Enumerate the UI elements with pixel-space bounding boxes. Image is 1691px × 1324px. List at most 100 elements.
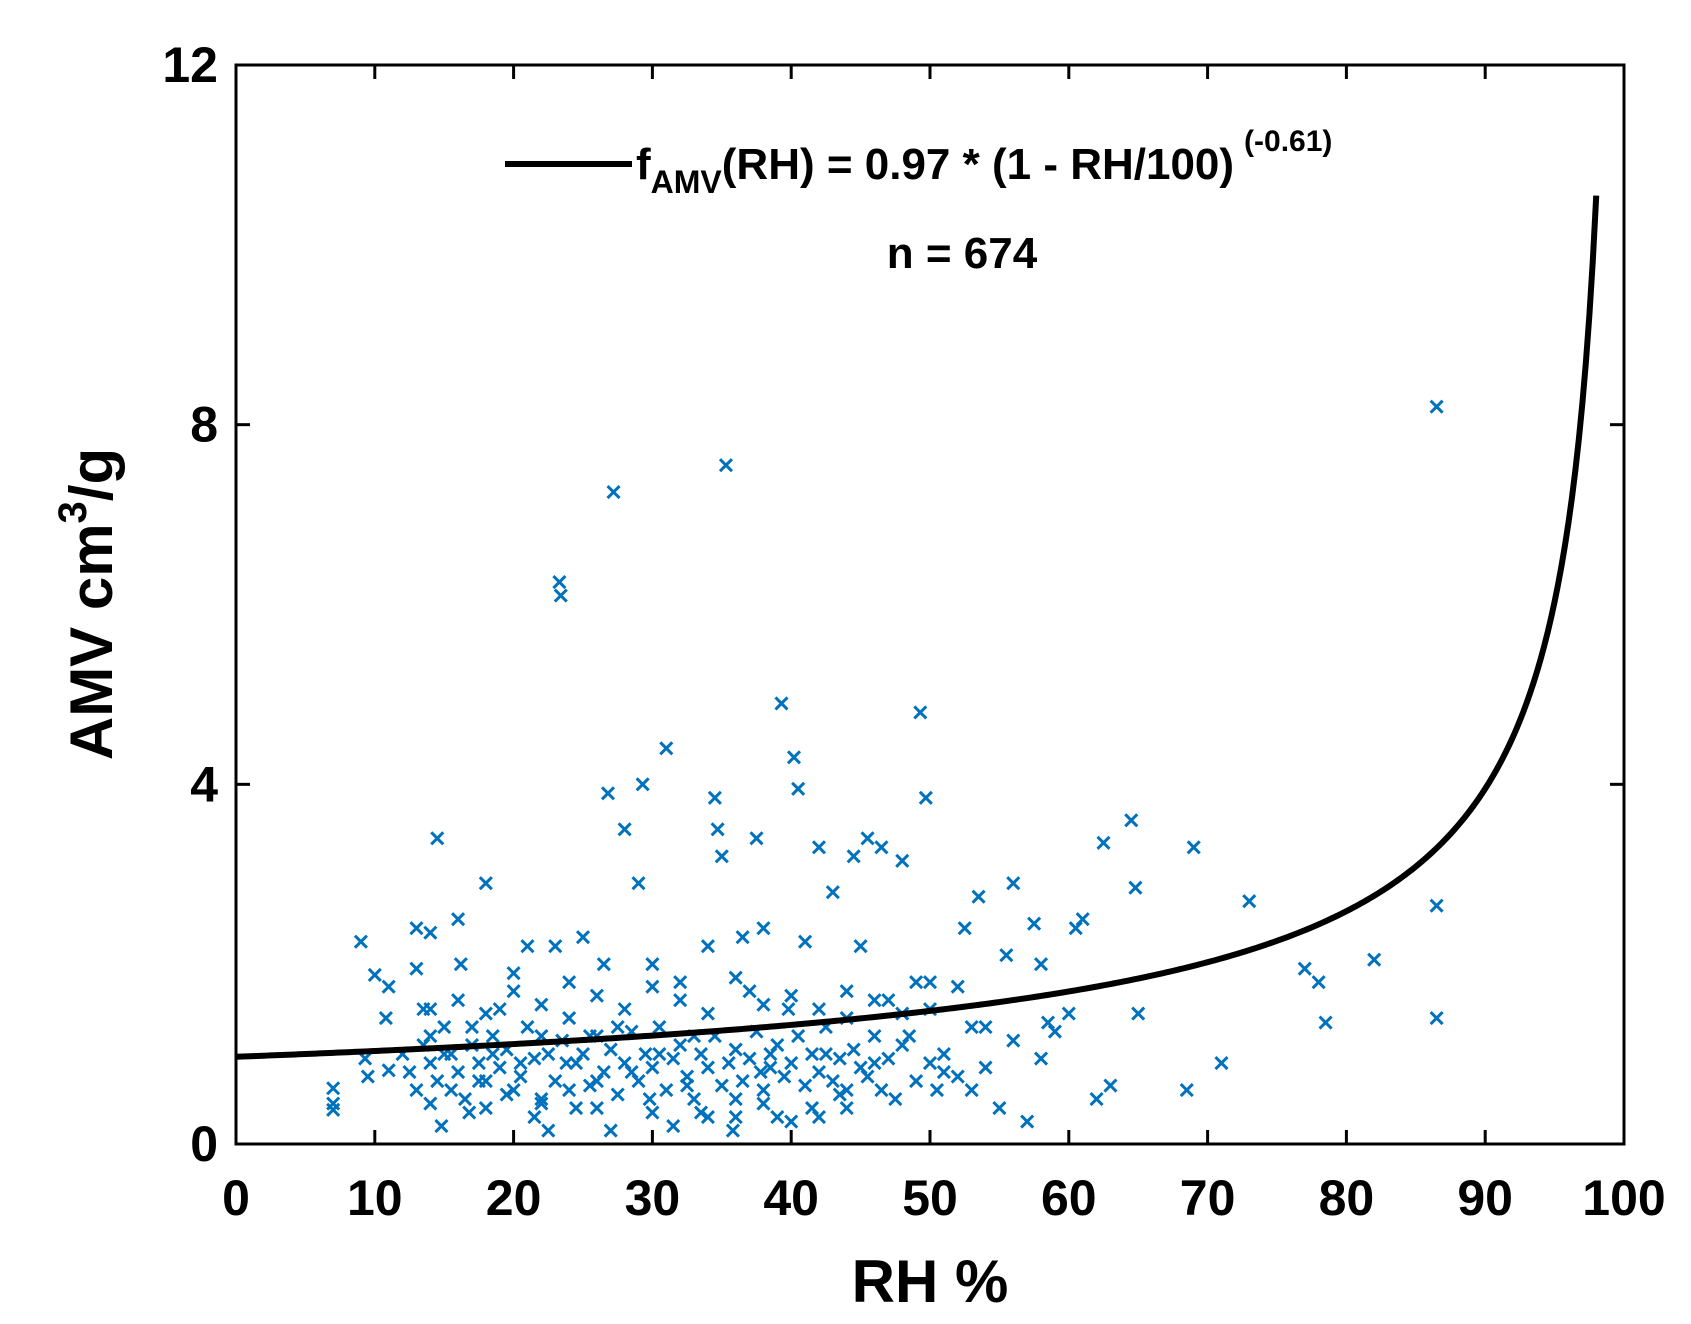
data-point	[874, 1082, 889, 1098]
data-point	[700, 939, 715, 954]
data-point	[610, 1087, 625, 1102]
data-point	[635, 777, 650, 792]
data-point	[714, 1078, 729, 1093]
y-tick-labels: 0 4 8 12	[162, 37, 218, 1172]
data-point	[534, 1096, 549, 1111]
data-point	[527, 1109, 542, 1125]
data-point	[735, 930, 750, 945]
data-point	[1367, 952, 1382, 967]
data-point	[791, 781, 806, 796]
legend-eq-prefix: f	[636, 140, 651, 189]
data-point	[552, 574, 567, 590]
x-tick-labels: 0 10 20 30 40 50 60 70 80 90 100	[222, 1170, 1666, 1226]
data-point	[721, 1056, 736, 1071]
data-point	[811, 1109, 827, 1125]
x-tick-label: 60	[1041, 1170, 1097, 1226]
data-point	[1124, 813, 1139, 828]
data-point	[770, 1109, 785, 1125]
data-point	[784, 1056, 799, 1071]
data-point	[631, 876, 646, 891]
data-point	[798, 934, 813, 949]
data-point	[846, 849, 861, 864]
data-point	[971, 889, 986, 904]
data-point	[700, 1006, 715, 1021]
data-point	[978, 1060, 993, 1075]
data-point	[596, 1065, 611, 1080]
data-point	[791, 1029, 806, 1044]
data-point	[478, 876, 493, 891]
data-point	[804, 1047, 820, 1062]
data-point	[606, 485, 621, 500]
data-point	[728, 970, 743, 985]
data-point	[652, 1047, 667, 1062]
data-point	[610, 1020, 625, 1035]
data-point	[513, 1056, 528, 1071]
data-point	[478, 1073, 493, 1089]
data-point	[832, 1051, 847, 1066]
data-point	[707, 790, 722, 805]
data-point	[485, 1047, 500, 1062]
data-point	[978, 1020, 993, 1035]
data-point	[673, 993, 688, 1008]
data-point	[929, 1082, 945, 1098]
data-point	[999, 948, 1014, 963]
data-point	[1006, 876, 1021, 891]
data-point	[430, 831, 445, 846]
data-point	[936, 1047, 951, 1062]
data-point	[763, 1060, 778, 1075]
data-point	[575, 930, 591, 945]
data-point	[728, 1091, 743, 1107]
data-point	[492, 1060, 507, 1075]
data-point	[725, 1123, 740, 1138]
data-point	[936, 1065, 951, 1080]
data-point	[562, 1011, 577, 1026]
data-point	[603, 1042, 618, 1057]
y-tick-label: 12	[162, 37, 218, 93]
data-point	[1128, 880, 1143, 895]
data-point	[520, 939, 535, 954]
data-point	[434, 1118, 449, 1134]
data-point	[367, 967, 382, 983]
data-point	[818, 1047, 833, 1062]
data-point	[596, 957, 611, 972]
data-point	[867, 1029, 882, 1044]
data-point	[784, 988, 799, 1003]
data-point	[735, 1073, 750, 1089]
data-point	[562, 1082, 577, 1098]
data-point	[1179, 1082, 1194, 1098]
data-point	[1096, 835, 1111, 850]
data-point	[786, 750, 802, 765]
data-point	[485, 1029, 500, 1044]
data-point	[575, 1047, 591, 1062]
data-point	[1027, 916, 1042, 931]
data-point	[1061, 1006, 1076, 1021]
data-point	[617, 1002, 632, 1017]
plot-background	[236, 65, 1624, 1144]
data-point	[553, 588, 568, 603]
data-point	[659, 1082, 674, 1098]
data-point	[825, 1073, 840, 1089]
data-point	[964, 1082, 979, 1098]
data-point	[1006, 1033, 1021, 1048]
data-point	[506, 966, 521, 981]
data-point	[326, 1102, 341, 1117]
data-point	[478, 1006, 493, 1021]
data-point	[922, 975, 938, 990]
data-point	[846, 1042, 861, 1057]
data-point	[693, 1047, 709, 1062]
data-point	[728, 1109, 743, 1125]
data-point	[1075, 912, 1090, 927]
data-point	[777, 1069, 792, 1084]
plot-frame	[234, 63, 1626, 1146]
data-point	[430, 1073, 445, 1089]
x-tick-label: 50	[902, 1170, 958, 1226]
data-point	[781, 1002, 796, 1017]
data-point	[749, 831, 764, 846]
legend-eq-main: (RH) = 0.97 * (1 - RH/100)	[722, 140, 1234, 189]
data-point	[874, 840, 889, 855]
data-point	[867, 993, 882, 1008]
data-point	[645, 1060, 660, 1075]
data-point	[326, 1081, 341, 1096]
data-point	[753, 1065, 768, 1080]
